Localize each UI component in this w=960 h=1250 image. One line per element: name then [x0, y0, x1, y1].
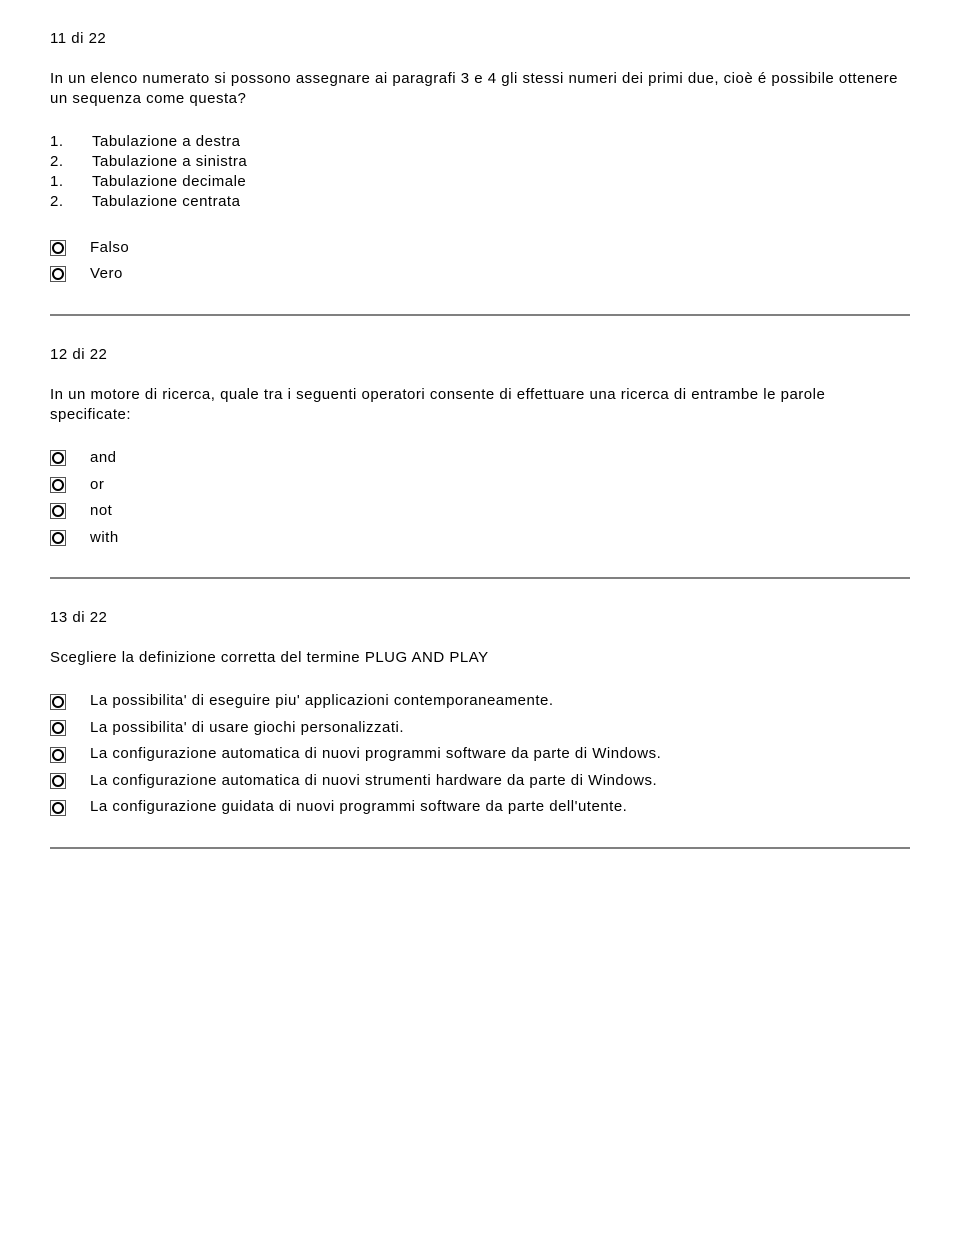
- options-group: and or not with: [50, 447, 910, 549]
- list-item: 1. Tabulazione a destra: [50, 132, 910, 152]
- option-row[interactable]: not: [50, 500, 910, 523]
- list-item: 2. Tabulazione a sinistra: [50, 152, 910, 172]
- option-row[interactable]: and: [50, 447, 910, 470]
- question-number: 13 di 22: [50, 609, 910, 626]
- question-text: In un elenco numerato si possono assegna…: [50, 69, 910, 110]
- option-label: La possibilita' di usare giochi personal…: [90, 717, 404, 740]
- option-row[interactable]: with: [50, 527, 910, 550]
- list-item-number: 2.: [50, 152, 92, 172]
- radio-icon[interactable]: [50, 694, 66, 710]
- option-label: Falso: [90, 237, 129, 260]
- options-group: Falso Vero: [50, 237, 910, 286]
- option-label: La configurazione automatica di nuovi pr…: [90, 743, 661, 766]
- radio-icon[interactable]: [50, 720, 66, 736]
- list-item-number: 1.: [50, 132, 92, 152]
- list-item-text: Tabulazione a destra: [92, 132, 240, 152]
- list-item-number: 2.: [50, 192, 92, 212]
- list-item: 1. Tabulazione decimale: [50, 172, 910, 192]
- question-text: Scegliere la definizione corretta del te…: [50, 648, 910, 668]
- radio-icon[interactable]: [50, 800, 66, 816]
- option-label: or: [90, 474, 104, 497]
- separator: [50, 577, 910, 579]
- list-item-text: Tabulazione a sinistra: [92, 152, 247, 172]
- option-row[interactable]: La possibilita' di usare giochi personal…: [50, 717, 910, 740]
- separator: [50, 314, 910, 316]
- question-number: 11 di 22: [50, 30, 910, 47]
- question-11: 11 di 22 In un elenco numerato si posson…: [50, 30, 910, 286]
- radio-icon[interactable]: [50, 503, 66, 519]
- options-group: La possibilita' di eseguire piu' applica…: [50, 690, 910, 819]
- option-row[interactable]: La configurazione automatica di nuovi st…: [50, 770, 910, 793]
- option-label: Vero: [90, 263, 123, 286]
- option-label: with: [90, 527, 119, 550]
- option-label: La possibilita' di eseguire piu' applica…: [90, 690, 554, 713]
- question-13: 13 di 22 Scegliere la definizione corret…: [50, 609, 910, 819]
- radio-icon[interactable]: [50, 530, 66, 546]
- option-row[interactable]: La possibilita' di eseguire piu' applica…: [50, 690, 910, 713]
- radio-icon[interactable]: [50, 240, 66, 256]
- list-item-number: 1.: [50, 172, 92, 192]
- separator: [50, 847, 910, 849]
- radio-icon[interactable]: [50, 266, 66, 282]
- option-row[interactable]: La configurazione automatica di nuovi pr…: [50, 743, 910, 766]
- option-row[interactable]: Falso: [50, 237, 910, 260]
- option-row[interactable]: Vero: [50, 263, 910, 286]
- numbered-list: 1. Tabulazione a destra 2. Tabulazione a…: [50, 132, 910, 213]
- option-label: not: [90, 500, 112, 523]
- radio-icon[interactable]: [50, 477, 66, 493]
- option-label: La configurazione automatica di nuovi st…: [90, 770, 657, 793]
- question-12: 12 di 22 In un motore di ricerca, quale …: [50, 346, 910, 550]
- option-row[interactable]: La configurazione guidata di nuovi progr…: [50, 796, 910, 819]
- option-label: La configurazione guidata di nuovi progr…: [90, 796, 627, 819]
- question-text: In un motore di ricerca, quale tra i seg…: [50, 385, 910, 426]
- option-row[interactable]: or: [50, 474, 910, 497]
- radio-icon[interactable]: [50, 773, 66, 789]
- list-item: 2. Tabulazione centrata: [50, 192, 910, 212]
- list-item-text: Tabulazione centrata: [92, 192, 240, 212]
- option-label: and: [90, 447, 117, 470]
- radio-icon[interactable]: [50, 450, 66, 466]
- list-item-text: Tabulazione decimale: [92, 172, 246, 192]
- radio-icon[interactable]: [50, 747, 66, 763]
- question-number: 12 di 22: [50, 346, 910, 363]
